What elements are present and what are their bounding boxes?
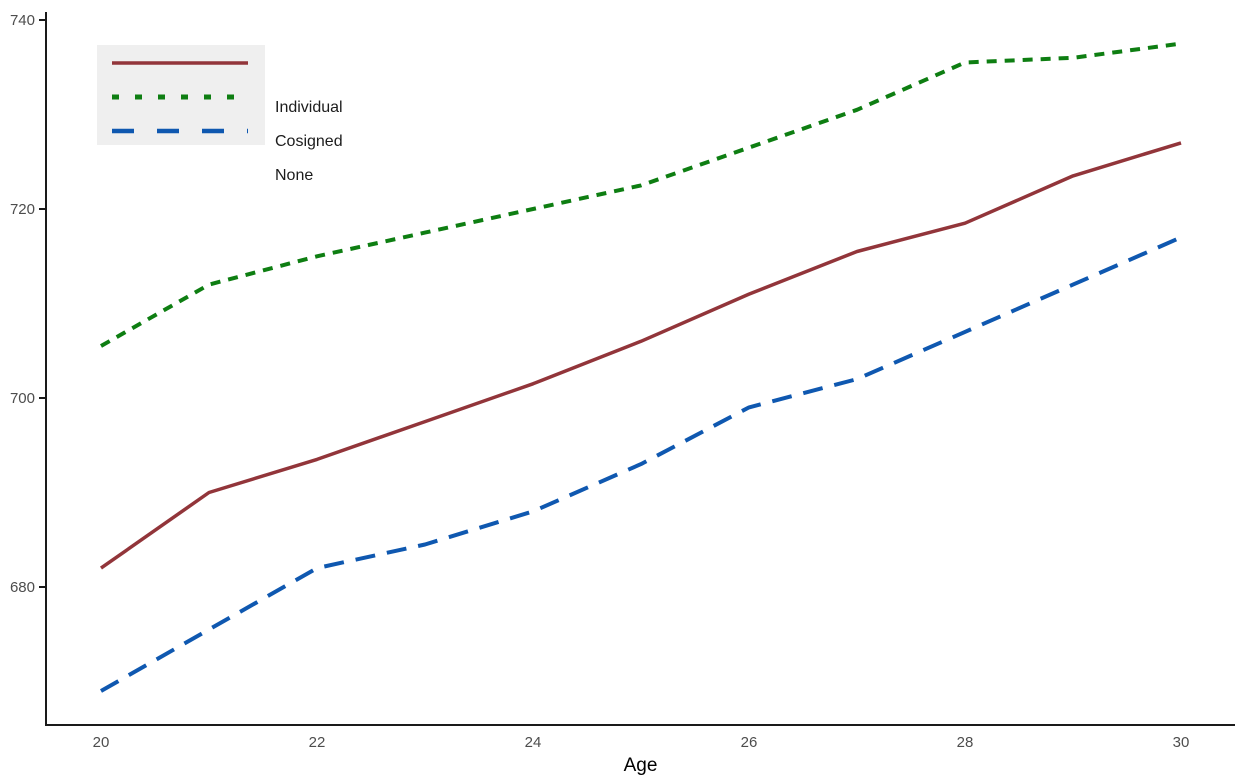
series-line-individual: [99, 141, 1182, 570]
y-tick-label: 740: [10, 12, 35, 29]
x-tick-label: 20: [93, 734, 110, 751]
legend-label-cosigned: Cosigned: [275, 133, 343, 150]
series-line-cosigned: [100, 41, 1182, 348]
x-tick-label: 28: [957, 734, 974, 751]
x-tick-label: 26: [741, 734, 758, 751]
legend-background: [97, 45, 265, 145]
x-tick-label: 30: [1173, 734, 1190, 751]
legend: Individual Cosigned None: [275, 45, 475, 184]
y-tick-label: 700: [10, 390, 35, 407]
legend-label-individual: Individual: [275, 99, 343, 116]
x-tick-label: 24: [525, 734, 542, 751]
series-line-none: [100, 235, 1182, 693]
legend-label-none: None: [275, 167, 314, 184]
y-tick-label: 680: [10, 579, 35, 596]
x-tick-label: 22: [309, 734, 326, 751]
y-tick-label: 720: [10, 201, 35, 218]
x-axis-title: Age: [624, 755, 658, 776]
